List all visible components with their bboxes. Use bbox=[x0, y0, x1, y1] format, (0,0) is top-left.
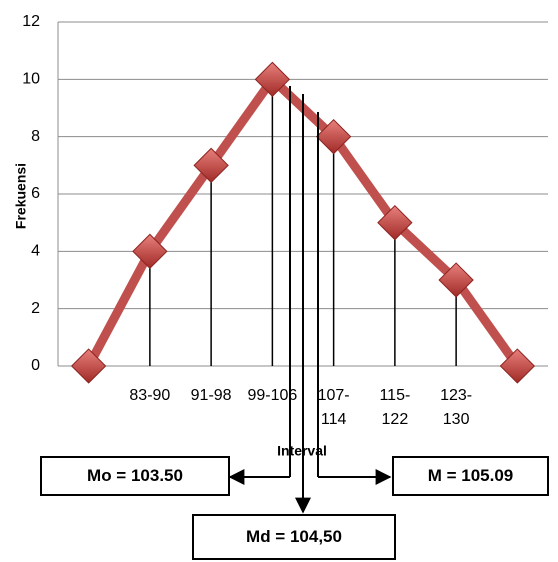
point-marker bbox=[193, 147, 229, 184]
x-tick-label: 99-106 bbox=[247, 387, 298, 404]
point-marker bbox=[377, 204, 413, 241]
x-tick-label: 115-122 bbox=[379, 387, 411, 428]
point-marker bbox=[254, 61, 291, 98]
drop-lines bbox=[149, 79, 457, 366]
x-tick-label: 107-114 bbox=[317, 387, 350, 428]
y-tick-label: 6 bbox=[31, 185, 40, 202]
annotation-arrows bbox=[228, 86, 392, 514]
point-marker bbox=[315, 118, 352, 155]
y-tick-label: 2 bbox=[31, 300, 40, 317]
annotation-box: M = 105.09 bbox=[392, 456, 549, 496]
y-tick-label: 12 bbox=[22, 13, 40, 30]
y-tick-label: 4 bbox=[31, 243, 40, 260]
y-tick-label: 0 bbox=[31, 357, 40, 374]
annotation-box: Md = 104,50 bbox=[192, 514, 396, 560]
y-tick-label: 8 bbox=[31, 128, 40, 145]
point-marker bbox=[499, 348, 536, 384]
point-marker bbox=[132, 233, 168, 270]
point-marker bbox=[70, 348, 107, 384]
y-axis-label: Frekuensi bbox=[13, 163, 29, 229]
annotation-box: Mo = 103.50 bbox=[40, 456, 230, 496]
x-tick-label: 83-90 bbox=[129, 387, 171, 404]
y-tick-label: 10 bbox=[22, 71, 40, 88]
x-tick-label: 123-130 bbox=[440, 387, 473, 428]
point-marker bbox=[438, 262, 474, 298]
x-tick-label: 91-98 bbox=[190, 387, 232, 404]
